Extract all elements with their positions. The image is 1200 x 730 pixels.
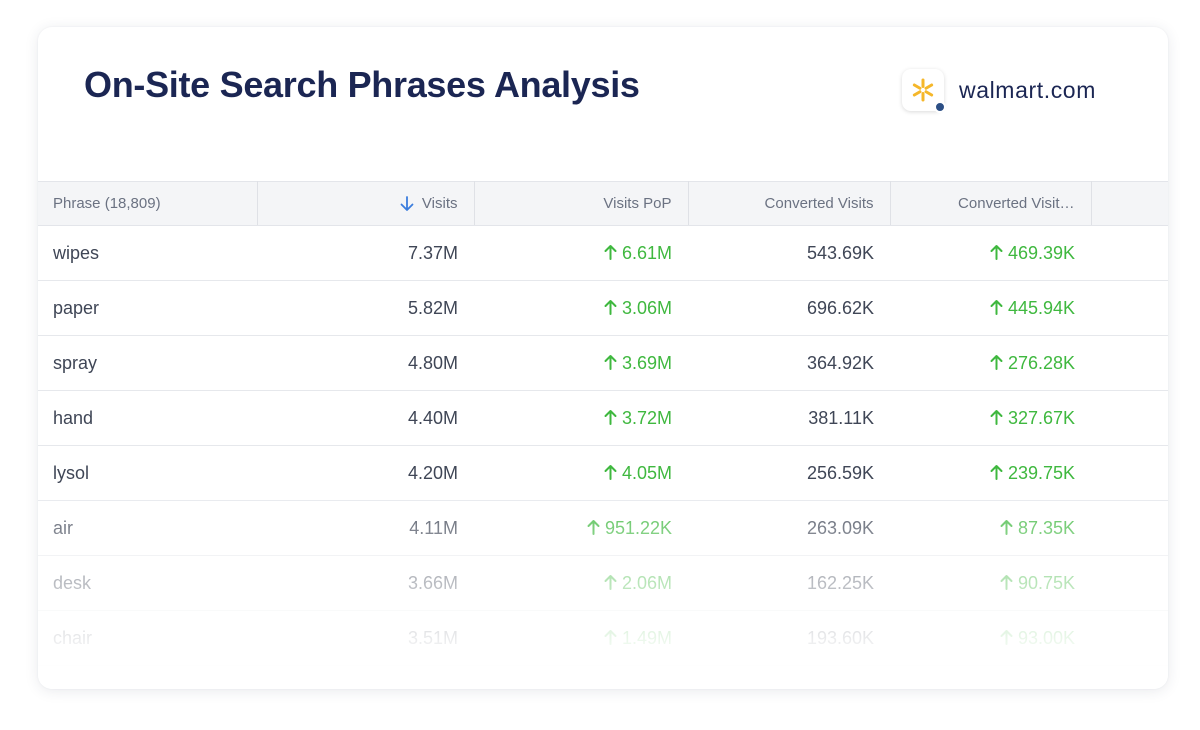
site-selector[interactable]: walmart.com [902,69,1096,113]
visits-cell: 4.20M [257,445,474,501]
visits-pop-cell: 6.61M [474,225,688,281]
site-logo [902,69,946,113]
arrow-up-icon [990,409,1003,425]
spacer-cell [1091,445,1168,501]
phrase-cell[interactable]: paper [38,280,257,336]
column-header-visits-pop[interactable]: Visits PoP [474,181,689,226]
column-header-phrase[interactable]: Phrase (18,809) [38,181,258,226]
converted-visits-cell: 381.11K [688,390,890,446]
visits-pop-cell: 1.49M [474,610,688,666]
phrases-table: Phrase (18,809) Visits Visits PoP Conver… [38,181,1168,666]
arrow-up-icon [990,299,1003,315]
table-row[interactable]: air 4.11M 951.22K 263.09K 87.35K [38,500,1168,556]
arrow-down-icon [400,196,414,211]
visits-pop-cell: 2.06M [474,555,688,611]
spacer-cell [1091,555,1168,611]
visits-cell: 5.82M [257,280,474,336]
table-row[interactable]: chair 3.51M 1.49M 193.60K 93.00K [38,610,1168,666]
arrow-up-icon [604,299,617,315]
converted-visits-cell: 543.69K [688,225,890,281]
table-row[interactable]: wipes 7.37M 6.61M 543.69K 469.39K [38,225,1168,281]
converted-visits-cell: 696.62K [688,280,890,336]
arrow-up-icon [1000,574,1013,590]
visits-pop-cell: 4.05M [474,445,688,501]
phrase-cell[interactable]: desk [38,555,257,611]
phrase-cell[interactable]: hand [38,390,257,446]
spacer-cell [1091,610,1168,666]
visits-cell: 4.80M [257,335,474,391]
table-header-row: Phrase (18,809) Visits Visits PoP Conver… [38,181,1168,226]
converted-visits-change-cell: 90.75K [890,555,1091,611]
converted-visits-change-cell: 87.35K [890,500,1091,556]
visits-pop-cell: 3.69M [474,335,688,391]
site-name: walmart.com [959,76,1096,103]
converted-visits-cell: 162.25K [688,555,890,611]
phrase-cell[interactable]: lysol [38,445,257,501]
arrow-up-icon [990,464,1003,480]
converted-visits-change-cell: 276.28K [890,335,1091,391]
converted-visits-change-cell: 239.75K [890,445,1091,501]
visits-cell: 4.11M [257,500,474,556]
walmart-spark-icon [912,78,934,102]
column-header-converted-visits[interactable]: Converted Visits [688,181,891,226]
visits-pop-cell: 3.72M [474,390,688,446]
table-row[interactable]: desk 3.66M 2.06M 162.25K 90.75K [38,555,1168,611]
converted-visits-change-cell: 469.39K [890,225,1091,281]
table-row[interactable]: paper 5.82M 3.06M 696.62K 445.94K [38,280,1168,336]
converted-visits-cell: 263.09K [688,500,890,556]
visits-cell: 7.37M [257,225,474,281]
visits-cell: 4.40M [257,390,474,446]
arrow-up-icon [990,244,1003,260]
column-header-visits[interactable]: Visits [257,181,475,226]
spacer-cell [1091,500,1168,556]
arrow-up-icon [604,409,617,425]
analysis-card: On-Site Search Phrases Analysis walmart.… [38,27,1168,689]
visits-pop-cell: 3.06M [474,280,688,336]
arrow-up-icon [604,574,617,590]
visits-cell: 3.66M [257,555,474,611]
phrase-cell[interactable]: wipes [38,225,257,281]
status-dot [934,101,946,113]
phrase-cell[interactable]: chair [38,610,257,666]
arrow-up-icon [604,629,617,645]
arrow-up-icon [587,519,600,535]
converted-visits-cell: 256.59K [688,445,890,501]
column-header-spacer [1091,181,1168,226]
visits-pop-cell: 951.22K [474,500,688,556]
arrow-up-icon [1000,629,1013,645]
spacer-cell [1091,390,1168,446]
table-row[interactable]: hand 4.40M 3.72M 381.11K 327.67K [38,390,1168,446]
page-title: On-Site Search Phrases Analysis [84,64,640,105]
phrase-cell[interactable]: air [38,500,257,556]
arrow-up-icon [1000,519,1013,535]
phrase-cell[interactable]: spray [38,335,257,391]
visits-cell: 3.51M [257,610,474,666]
converted-visits-change-cell: 445.94K [890,280,1091,336]
spacer-cell [1091,225,1168,281]
arrow-up-icon [604,464,617,480]
converted-visits-cell: 364.92K [688,335,890,391]
spacer-cell [1091,335,1168,391]
arrow-up-icon [604,244,617,260]
arrow-up-icon [990,354,1003,370]
arrow-up-icon [604,354,617,370]
spacer-cell [1091,280,1168,336]
table-row[interactable]: lysol 4.20M 4.05M 256.59K 239.75K [38,445,1168,501]
converted-visits-change-cell: 93.00K [890,610,1091,666]
converted-visits-cell: 193.60K [688,610,890,666]
converted-visits-change-cell: 327.67K [890,390,1091,446]
table-row[interactable]: spray 4.80M 3.69M 364.92K 276.28K [38,335,1168,391]
column-header-converted-visits-change[interactable]: Converted Visit… [890,181,1092,226]
